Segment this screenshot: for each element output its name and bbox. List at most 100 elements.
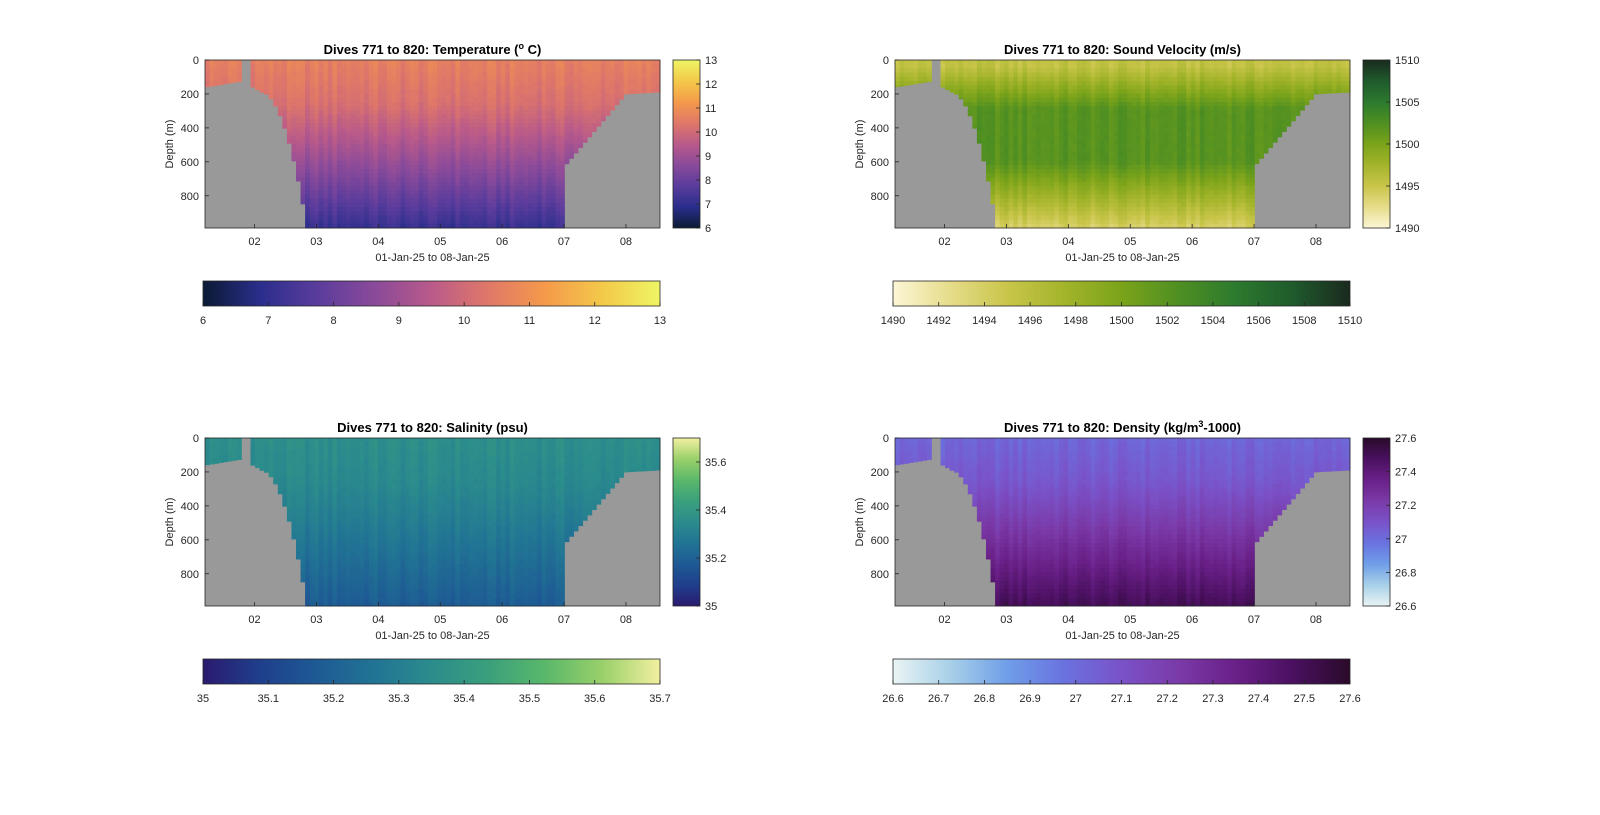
heatmap-cell <box>432 139 438 145</box>
heatmap-cell <box>323 165 329 170</box>
heatmap-cell <box>1122 89 1128 94</box>
heatmap-cell <box>1017 207 1023 212</box>
heatmap-cell <box>1181 123 1187 128</box>
heatmap-cell <box>523 194 529 199</box>
heatmap-cell <box>1095 106 1101 111</box>
heatmap-cell <box>1131 152 1137 157</box>
heatmap-cell <box>1195 106 1201 111</box>
heatmap-cell <box>922 81 928 83</box>
heatmap-cell <box>450 207 456 212</box>
heatmap-cell <box>1022 64 1028 69</box>
heatmap-cell <box>1004 148 1010 153</box>
heatmap-cell <box>318 97 324 103</box>
heatmap-cell <box>518 148 524 153</box>
heatmap-cell <box>427 72 433 78</box>
heatmap-cell <box>1008 160 1014 166</box>
heatmap-cell <box>1026 64 1032 69</box>
heatmap-cell <box>318 76 324 82</box>
heatmap-cell <box>1031 68 1037 73</box>
heatmap-cell <box>1095 72 1101 78</box>
heatmap-cell <box>318 148 324 153</box>
heatmap-cell <box>500 76 506 82</box>
heatmap-cell <box>990 102 996 107</box>
heatmap-cell <box>1008 76 1014 82</box>
heatmap-cell <box>1077 186 1082 191</box>
heatmap-cell <box>1063 123 1069 128</box>
heatmap-cell <box>1045 64 1051 69</box>
heatmap-cell <box>569 135 574 141</box>
heatmap-cell <box>305 207 311 212</box>
heatmap-cell <box>523 223 529 229</box>
heatmap-cell <box>427 114 433 120</box>
heatmap-cell <box>323 76 329 82</box>
heatmap-cell <box>414 144 420 149</box>
heatmap-cell <box>1090 211 1096 216</box>
heatmap-cell <box>268 60 274 65</box>
heatmap-cell <box>995 169 1001 174</box>
heatmap-cell <box>478 131 483 136</box>
heatmap-cell <box>1154 207 1160 212</box>
heatmap-cell <box>309 106 315 111</box>
heatmap-cell <box>314 160 320 166</box>
heatmap-cell <box>1108 93 1114 99</box>
heatmap-cell <box>1045 202 1051 208</box>
heatmap-cell <box>409 106 415 111</box>
heatmap-cell <box>418 148 424 153</box>
colorbar-bottom-tick-label: 13 <box>654 315 666 327</box>
heatmap-cell <box>355 165 361 170</box>
heatmap-cell <box>318 169 324 174</box>
heatmap-cell <box>1113 190 1119 195</box>
heatmap-cell <box>1122 131 1128 136</box>
heatmap-cell <box>1049 89 1055 94</box>
heatmap-cell <box>509 160 515 166</box>
heatmap-cell <box>999 93 1005 99</box>
heatmap-cell <box>227 60 233 65</box>
heatmap-cell <box>468 85 474 90</box>
heatmap-cell <box>895 64 900 69</box>
heatmap-cell <box>1163 215 1169 220</box>
heatmap-cell <box>300 118 306 124</box>
heatmap-cell <box>473 72 479 78</box>
heatmap-cell <box>336 102 342 107</box>
heatmap-cell <box>505 68 511 73</box>
heatmap-cell <box>550 207 556 212</box>
heatmap-cell <box>414 198 420 204</box>
heatmap-cell <box>582 114 588 120</box>
heatmap-cell <box>391 81 397 86</box>
heatmap-cell <box>1104 81 1110 86</box>
heatmap-cell <box>373 60 379 65</box>
heatmap-cell <box>1008 177 1014 183</box>
heatmap-cell <box>255 68 260 73</box>
heatmap-cell <box>1026 85 1032 90</box>
heatmap-cell <box>264 68 270 73</box>
heatmap-cell <box>1022 186 1028 191</box>
heatmap-cell <box>505 207 511 212</box>
heatmap-cell <box>1181 186 1187 191</box>
heatmap-cell <box>391 190 397 195</box>
heatmap-cell <box>559 76 565 82</box>
heatmap-cell <box>250 81 256 86</box>
heatmap-cell <box>990 160 996 166</box>
heatmap-cell <box>300 165 306 170</box>
heatmap-cell <box>995 198 1001 204</box>
heatmap-cell <box>432 215 438 220</box>
heatmap-cell <box>496 215 502 220</box>
heatmap-cell <box>478 127 483 132</box>
heatmap-cell <box>432 89 438 94</box>
heatmap-cell <box>391 118 397 124</box>
heatmap-cell <box>487 110 493 115</box>
heatmap-cell <box>350 194 356 199</box>
heatmap-cell <box>1081 76 1087 82</box>
heatmap-cell <box>468 97 474 103</box>
y-tick-label: 400 <box>181 123 199 135</box>
heatmap-cell <box>450 181 456 187</box>
heatmap-cell <box>1063 89 1069 94</box>
heatmap-cell <box>972 97 978 103</box>
heatmap-cell <box>309 219 315 225</box>
heatmap-cell <box>327 186 333 191</box>
heatmap-cell <box>437 118 442 124</box>
heatmap-cell <box>990 190 996 195</box>
heatmap-cell <box>573 135 579 141</box>
heatmap-cell <box>628 60 634 65</box>
heatmap-cell <box>1149 207 1155 212</box>
